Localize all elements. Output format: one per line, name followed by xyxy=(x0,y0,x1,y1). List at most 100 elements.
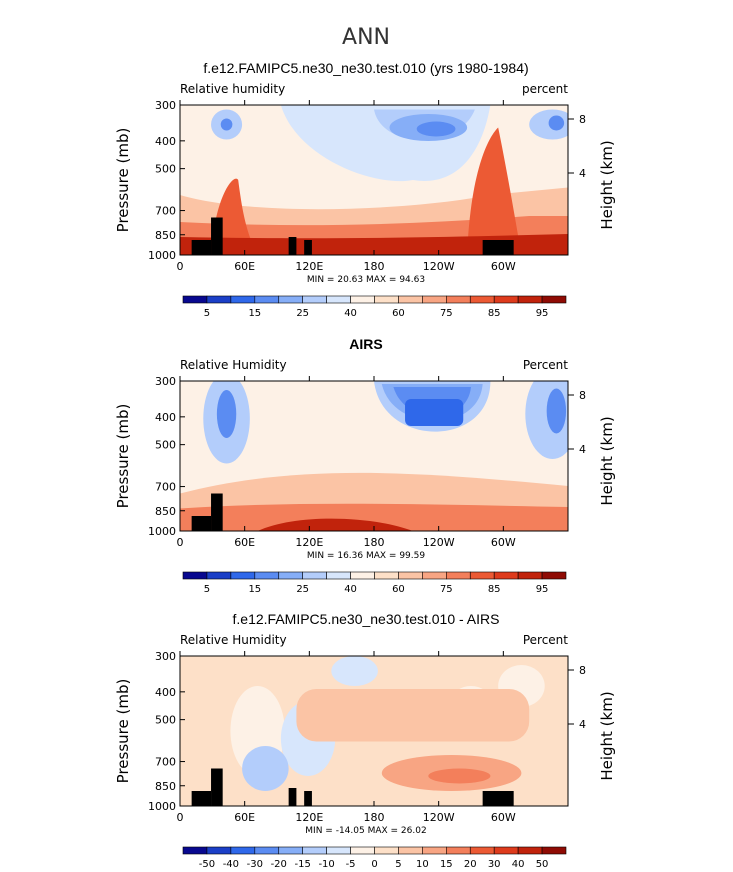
colorbar-swatch xyxy=(374,571,399,580)
colorbar-swatch xyxy=(350,846,375,855)
panel-1: f.e12.FAMIPC5.ne30_ne30.test.010 (yrs 19… xyxy=(114,60,616,319)
colorbar-label: 30 xyxy=(488,859,501,870)
x-tick-label: 180 xyxy=(364,536,385,549)
colorbar-swatch xyxy=(541,295,567,304)
colorbar-swatch xyxy=(446,295,471,304)
y-tick-label: 700 xyxy=(155,756,176,769)
colorbar-label: -30 xyxy=(247,859,263,870)
panel-3: f.e12.FAMIPC5.ne30_ne30.test.010 - AIRS R… xyxy=(114,611,616,870)
y-tick-label: 500 xyxy=(155,714,176,727)
colorbar-label: -10 xyxy=(318,859,334,870)
colorbar-swatch xyxy=(230,846,256,855)
colorbar-label: 95 xyxy=(536,308,549,319)
colorbar-swatch xyxy=(446,571,471,580)
colorbar-swatch xyxy=(278,571,303,580)
contour-field xyxy=(180,105,568,255)
colorbar-swatch xyxy=(517,295,543,304)
y-axis-label: Pressure (mb) xyxy=(114,404,132,509)
right-tick-label: 8 xyxy=(579,113,586,126)
x-tick-label: 120W xyxy=(423,260,455,273)
topography-mask xyxy=(211,768,223,806)
colorbar-label: 20 xyxy=(464,859,477,870)
colorbar-swatch xyxy=(350,571,375,580)
panel-title: f.e12.FAMIPC5.ne30_ne30.test.010 - AIRS xyxy=(233,611,500,627)
colorbar-swatch xyxy=(469,846,495,855)
colorbar-swatch xyxy=(493,846,519,855)
x-tick-label: 180 xyxy=(364,260,385,273)
colorbar-swatch xyxy=(254,295,280,304)
colorbar-label: -50 xyxy=(199,859,215,870)
right-label: percent xyxy=(522,82,568,96)
colorbar-swatch xyxy=(350,295,375,304)
colorbar-label: 85 xyxy=(488,584,501,595)
colorbar-label: 15 xyxy=(440,859,453,870)
x-tick-label: 60W xyxy=(491,811,516,824)
colorbar-label: 60 xyxy=(392,584,405,595)
y-tick-label: 500 xyxy=(155,439,176,452)
colorbar-swatch xyxy=(206,571,232,580)
colorbar-swatch xyxy=(230,295,256,304)
colorbar-swatch xyxy=(493,295,519,304)
topography-mask xyxy=(304,240,312,255)
topography-mask xyxy=(482,240,514,255)
colorbar-label: 85 xyxy=(488,308,501,319)
contour-field xyxy=(180,656,568,806)
colorbar-label: 40 xyxy=(344,584,357,595)
colorbar-label: 5 xyxy=(204,584,210,595)
topography-mask xyxy=(304,791,312,806)
x-tick-label: 60W xyxy=(491,260,516,273)
topography-mask xyxy=(288,788,297,806)
y-tick-label: 300 xyxy=(155,650,176,663)
right-tick-label: 8 xyxy=(579,389,586,402)
colorbar-swatch xyxy=(469,295,495,304)
colorbar-swatch xyxy=(302,571,327,580)
y-tick-label: 700 xyxy=(155,205,176,218)
colorbar-swatch xyxy=(254,846,280,855)
colorbar-label: 40 xyxy=(512,859,525,870)
colorbar-swatch xyxy=(517,846,543,855)
colorbar-label: 60 xyxy=(392,308,405,319)
figure-title: ANN xyxy=(342,25,390,50)
left-label: Relative Humidity xyxy=(180,358,287,372)
topography-mask xyxy=(211,217,223,255)
colorbar-swatch xyxy=(182,846,208,855)
colorbar-swatch xyxy=(254,571,280,580)
panel-title: AIRS xyxy=(349,336,382,352)
y-tick-label: 300 xyxy=(155,99,176,112)
topography-mask xyxy=(191,791,212,806)
colorbar-label: 5 xyxy=(395,859,401,870)
colorbar-swatch xyxy=(517,571,543,580)
y-axis-label-right: Height (km) xyxy=(598,140,616,229)
x-tick-label: 120W xyxy=(423,536,455,549)
y-tick-label: 300 xyxy=(155,375,176,388)
right-tick-label: 8 xyxy=(579,664,586,677)
colorbar-swatch xyxy=(422,846,447,855)
colorbar-swatch xyxy=(398,571,423,580)
colorbar-label: 0 xyxy=(371,859,377,870)
colorbar-label: 15 xyxy=(248,308,261,319)
x-tick-label: 60E xyxy=(234,536,255,549)
x-tick-label: 120E xyxy=(295,811,323,824)
y-axis-label-right: Height (km) xyxy=(598,691,616,780)
colorbar-swatch xyxy=(182,571,208,580)
right-label: Percent xyxy=(523,633,568,647)
colorbar-label: 5 xyxy=(204,308,210,319)
panel-title: f.e12.FAMIPC5.ne30_ne30.test.010 (yrs 19… xyxy=(203,60,528,76)
colorbar-swatch xyxy=(541,846,567,855)
colorbar-label: 10 xyxy=(416,859,429,870)
y-tick-label: 850 xyxy=(155,505,176,518)
topography-mask xyxy=(482,791,514,806)
colorbar-swatch xyxy=(182,295,208,304)
y-tick-label: 500 xyxy=(155,163,176,176)
colorbar-label: -15 xyxy=(295,859,311,870)
left-label: Relative humidity xyxy=(180,82,285,96)
colorbar-swatch xyxy=(422,571,447,580)
right-label: Percent xyxy=(523,358,568,372)
x-tick-label: 180 xyxy=(364,811,385,824)
colorbar-swatch xyxy=(302,846,327,855)
y-tick-label: 400 xyxy=(155,135,176,148)
x-tick-label: 120E xyxy=(295,536,323,549)
x-tick-label: 0 xyxy=(177,260,184,273)
